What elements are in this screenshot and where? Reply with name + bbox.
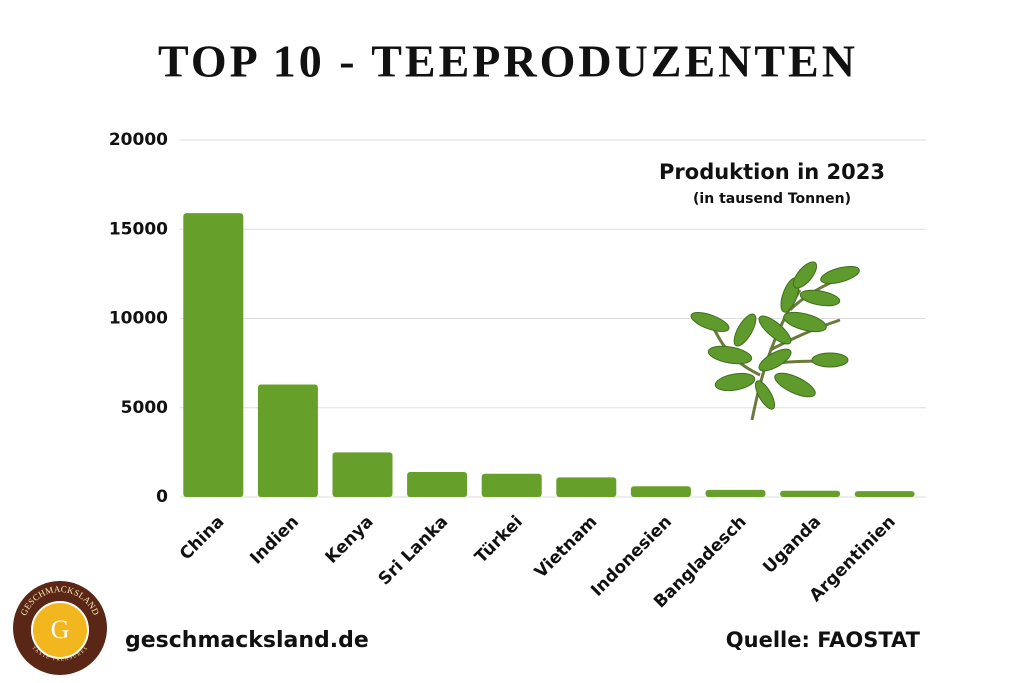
y-tick-label: 15000 [109,219,168,239]
bar [780,490,841,497]
bar [257,384,318,497]
y-tick-label: 10000 [109,309,168,329]
source: Quelle: FAOSTAT [726,628,921,652]
bar [481,473,542,497]
bar [630,486,691,497]
bar [407,472,468,497]
bar [854,491,915,497]
x-tick-label: Sri Lanka [375,512,452,589]
x-tick-label: Kenya [322,512,378,568]
logo-center [31,601,89,659]
bar [183,213,244,497]
annotation-subtitle: (in tausend Tonnen) [693,191,851,207]
x-tick-label: Uganda [759,512,825,578]
bar [705,489,766,497]
bar [556,477,617,497]
y-tick-label: 5000 [121,398,168,418]
website: geschmacksland.de [125,628,369,653]
bar [332,452,393,497]
x-tick-label: China [176,512,228,564]
logo: GESCHMACKSLAND TASTE TREASURES G [13,581,107,675]
plant-illustration [690,261,860,421]
x-tick-label: Indien [246,512,303,569]
y-tick-label: 0 [156,487,168,507]
x-tick-label: Vietnam [531,512,601,582]
x-tick-label: Türkei [471,512,527,568]
annotation: Produktion in 2023 [659,160,885,184]
y-tick-label: 20000 [109,130,168,150]
logo-letter: G [51,615,70,644]
chart-title: TOP 10 - TEEPRODUZENTEN [158,36,858,87]
